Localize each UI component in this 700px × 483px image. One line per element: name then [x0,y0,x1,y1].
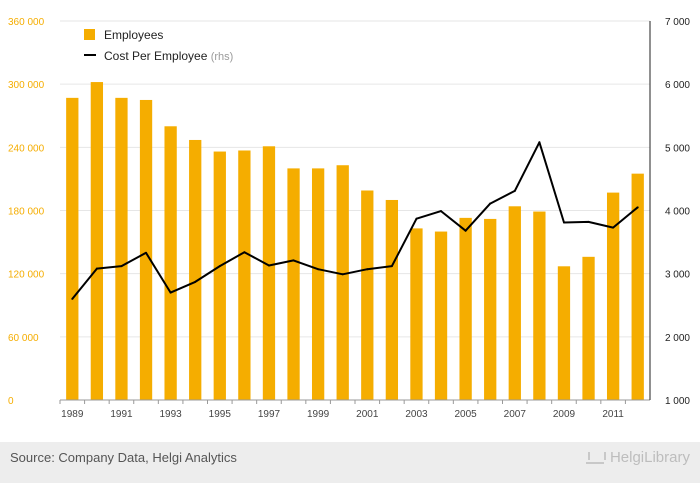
x-tick-label: 1993 [160,409,183,420]
bar-employees-1999 [311,168,325,400]
bar-employees-2008 [533,211,546,400]
y-left-tick-label: 240 000 [8,143,45,154]
point-cost-per-employee-1995 [218,265,221,268]
logo-text: HelgiLibrary [609,449,690,466]
bar-employees-1996 [238,150,251,400]
point-cost-per-employee-1989 [71,297,74,300]
bar-employees-2010 [582,256,595,400]
y-right-tick-label: 2 000 [665,333,690,344]
legend-label-rhs-suffix: (rhs) [211,51,234,63]
bar-employees-1998 [287,168,300,400]
bar-employees-1995 [213,151,226,400]
y-right-tick-label: 4 000 [665,207,690,218]
bar-employees-2002 [385,199,399,400]
bar-employees-2009 [557,266,571,400]
legend-label-cost-per-employee: Cost Per Employee (rhs) [104,49,233,63]
y-right-tick-label: 5 000 [665,143,690,154]
legend-label-cost-name: Cost Per Employee [104,49,211,63]
x-tick-label: 1997 [258,409,281,420]
point-cost-per-employee-2010 [587,220,590,223]
y-right-tick-label: 6 000 [665,80,690,91]
bar-employees-1993 [164,126,177,401]
bar-employees-2011 [606,192,620,400]
point-cost-per-employee-1999 [317,268,320,271]
legend-swatch-employees [84,29,95,40]
y-left-tick-label: 300 000 [8,80,45,91]
y-left-tick-label: 60 000 [8,333,39,344]
point-cost-per-employee-1990 [95,267,98,270]
y-left-tick-label: 360 000 [8,17,45,28]
bar-employees-1997 [262,146,276,400]
x-tick-label: 1989 [61,409,84,420]
point-cost-per-employee-1998 [292,259,295,262]
bar-employees-2001 [361,190,374,400]
point-cost-per-employee-1994 [194,280,197,283]
helgi-library-logo[interactable]: HelgiLibrary [585,448,690,466]
point-cost-per-employee-2012 [636,206,639,209]
point-cost-per-employee-1991 [120,265,123,268]
bar-employees-1989 [66,97,79,400]
x-tick-label: 1991 [110,409,133,420]
point-cost-per-employee-2006 [489,202,492,205]
point-cost-per-employee-2003 [415,217,418,220]
source-text: Source: Company Data, Helgi Analytics [10,450,237,465]
point-cost-per-employee-2008 [538,141,541,144]
x-tick-label: 2011 [602,409,624,420]
bar-employees-2005 [459,217,472,400]
bar-employees-1991 [115,97,128,400]
bar-employees-1994 [189,139,202,401]
bar-employees-2007 [508,206,521,400]
x-tick-label: 2007 [504,409,527,420]
point-cost-per-employee-1993 [169,291,172,294]
point-cost-per-employee-2004 [440,210,443,213]
x-tick-label: 2003 [405,409,428,420]
point-cost-per-employee-1997 [267,264,270,267]
point-cost-per-employee-2007 [513,189,516,192]
y-right-tick-label: 1 000 [665,396,690,407]
bar-employees-2003 [410,228,423,400]
point-cost-per-employee-2009 [562,221,565,224]
bar-employees-2000 [336,165,349,400]
y-left-tick-label: 120 000 [8,270,45,281]
x-tick-label: 1995 [209,409,232,420]
combo-chart: 0 60 000 120 000 180 000 240 000 300 000 360 0… [8,17,690,420]
y-right-tick-label: 3 000 [665,270,690,281]
library-icon [585,448,606,464]
x-tick-label: 2009 [553,409,576,420]
bar-employees-1990 [90,82,104,401]
y-left-tick-label: 0 [8,396,14,407]
point-cost-per-employee-2001 [366,268,369,271]
point-cost-per-employee-2005 [464,229,467,232]
y-left-tick-label: 180 000 [8,207,45,218]
bar-employees-2004 [434,231,448,400]
point-cost-per-employee-2011 [612,226,615,229]
x-tick-label: 2001 [356,409,379,420]
footer: Source: Company Data, Helgi Analytics He… [0,442,700,483]
point-cost-per-employee-2002 [390,265,393,268]
bar-employees-2012 [631,173,644,400]
x-tick-label: 1999 [307,409,330,420]
x-tick-label: 2005 [455,409,478,420]
point-cost-per-employee-2000 [341,273,344,276]
line-cost-per-employee [71,141,639,300]
bar-employees-1992 [139,99,153,400]
legend-label-employees: Employees [104,28,163,42]
bar-employees-2006 [484,218,497,400]
point-cost-per-employee-1992 [145,251,148,254]
point-cost-per-employee-1996 [243,251,246,254]
y-right-tick-label: 7 000 [665,17,690,28]
